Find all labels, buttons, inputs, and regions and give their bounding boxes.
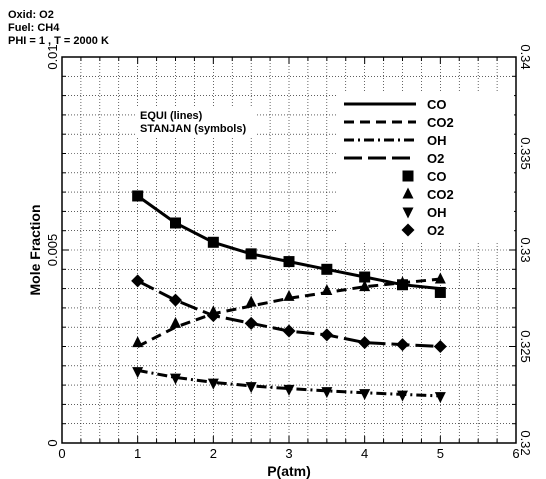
legend: CO CO2 OH O2 CO CO2 OH O2 (338, 93, 514, 243)
legend-label-co: CO (427, 169, 447, 184)
y-tick-label: 0.005 (45, 234, 60, 267)
marker-o2 (433, 340, 447, 353)
x-tick-label: 5 (437, 446, 444, 461)
legend-label-oh: OH (427, 205, 447, 220)
legend-marker-o2 (401, 223, 415, 237)
marker-co2 (321, 284, 333, 296)
x-tick-label: 2 (210, 446, 217, 461)
marker-o2 (282, 324, 296, 338)
marker-oh (283, 384, 295, 396)
x-tick-label: 0 (58, 446, 65, 461)
marker-co (434, 286, 446, 298)
marker-co (359, 271, 371, 283)
y2-tick-label: 0.32 (518, 430, 533, 455)
marker-co (283, 256, 295, 268)
marker-co (207, 236, 219, 248)
annotation-box: EQUI (lines) STANJAN (symbols) (137, 108, 256, 138)
marker-o2 (396, 338, 409, 352)
marker-co (170, 217, 181, 229)
x-tick-label: 4 (361, 446, 368, 461)
annotation-line-2: STANJAN (symbols) (140, 123, 246, 135)
marker-co2 (434, 272, 446, 284)
marker-co (245, 248, 257, 260)
marker-oh (397, 390, 408, 402)
legend-label-o2: O2 (427, 151, 444, 166)
marker-o2 (244, 316, 258, 330)
marker-co (321, 263, 333, 275)
y2-tick-label: 0.34 (518, 44, 533, 69)
legend-label-o2: O2 (427, 223, 444, 238)
x-tick-label: 3 (285, 446, 292, 461)
y-axis-label: Mole Fraction (27, 204, 43, 295)
marker-oh (245, 382, 257, 394)
line-co2 (137, 277, 441, 348)
series-symbols (131, 190, 447, 404)
marker-co (132, 190, 144, 202)
marker-oh (207, 378, 219, 390)
legend-marker-oh (402, 207, 414, 219)
annotation-line-1: EQUI (lines) (140, 110, 203, 122)
marker-o2 (131, 274, 145, 288)
marker-oh (359, 389, 371, 401)
header-conditions: PHI = 1 , T = 2000 K (8, 35, 109, 47)
marker-oh (170, 373, 181, 385)
x-tick-label: 1 (134, 446, 141, 461)
y2-tick-label: 0.33 (518, 237, 533, 262)
header-oxidizer: Oxid: O2 (8, 9, 54, 21)
marker-o2 (169, 293, 182, 307)
marker-oh (132, 367, 144, 379)
marker-co2 (359, 280, 371, 292)
marker-co2 (245, 295, 257, 307)
y-tick-label: 0 (45, 439, 60, 446)
marker-co2 (170, 316, 181, 328)
legend-label-oh: OH (427, 133, 447, 148)
marker-o2 (206, 309, 220, 323)
y-tick-label: 0.01 (45, 44, 60, 69)
legend-label-co2: CO2 (427, 115, 454, 130)
marker-o2 (358, 336, 372, 350)
legend-background (338, 93, 514, 243)
plot-frame (61, 56, 517, 444)
marker-co2 (283, 289, 295, 301)
legend-label-co2: CO2 (427, 187, 454, 202)
marker-co2 (132, 336, 144, 348)
marker-co2 (397, 276, 408, 288)
header-fuel: Fuel: CH4 (8, 22, 60, 34)
legend-label-co: CO (427, 97, 447, 112)
legend-marker-co2 (402, 187, 414, 199)
y2-tick-label: 0.325 (518, 330, 533, 363)
legend-marker-co (402, 170, 414, 182)
marker-oh (434, 392, 446, 404)
y2-tick-label: 0.335 (518, 137, 533, 170)
marker-o2 (320, 328, 334, 342)
tick-labels: 0 1 2 3 4 5 6 0 0.005 0.01 0.32 0.325 0.33 0.335 0.34 (45, 44, 533, 461)
marker-oh (321, 387, 333, 399)
x-tick-label: 6 (512, 446, 519, 461)
x-axis-label: P(atm) (267, 463, 311, 479)
